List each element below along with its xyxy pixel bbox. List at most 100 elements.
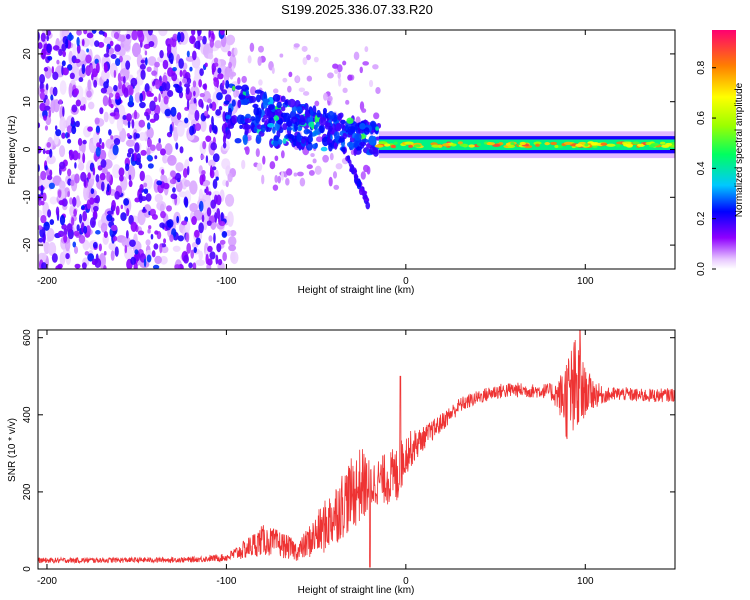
spectrogram-haze-cell [299, 177, 306, 187]
spectrogram-haze-cell [77, 162, 85, 171]
spectrogram-noise-cell [110, 250, 115, 261]
spectrogram-noise-cell [170, 193, 178, 200]
spectrogram-noise-cell [128, 180, 133, 188]
spectrogram-noise-cell [82, 152, 86, 164]
spectrogram-carrier-peak [404, 141, 414, 145]
spectrogram-carrier-peak [431, 144, 441, 148]
spectrogram-noise-cell [99, 138, 102, 145]
spectrogram-noise-cell [210, 101, 217, 112]
spectrogram-haze-cell [310, 153, 315, 158]
spectrogram-noise-cell [41, 262, 47, 269]
spectrogram-noise-cell [217, 73, 224, 80]
spectrogram-noise-cell [44, 125, 49, 131]
spectrogram-haze-cell [302, 91, 310, 96]
spectrogram-noise-cell [85, 54, 92, 64]
spectrogram-noise-cell [83, 225, 88, 234]
spectrogram-transition-cell [372, 147, 378, 153]
spectrogram-noise-cell [150, 233, 154, 240]
spectrogram-noise-cell [130, 256, 137, 266]
spectrogram-noise-cell [222, 251, 227, 262]
spectrogram-transition-cell [303, 128, 310, 135]
spectrogram-noise-cell [38, 42, 43, 50]
spectrogram-haze-cell [200, 119, 207, 133]
spectrogram-noise-cell [218, 220, 226, 227]
spectrogram-noise-cell [190, 249, 195, 259]
spectrogram-noise-cell [176, 215, 180, 224]
spectrogram-haze-cell [280, 171, 284, 181]
spectrogram-haze-cell [230, 251, 239, 265]
spectrogram-haze-cell [312, 158, 317, 164]
spectrogram-noise-cell [146, 122, 151, 130]
spectrogram-noise-cell [182, 168, 188, 179]
spectrogram-noise-cell [52, 45, 60, 51]
spectrogram-carrier-peak [637, 143, 645, 147]
spectrogram-haze-cell [364, 46, 369, 53]
spectrogram-haze-cell [272, 184, 279, 191]
spectrogram-noise-cell [151, 70, 158, 76]
spectrogram-transition-cell [267, 123, 275, 128]
spectrogram-noise-cell [90, 188, 95, 195]
spectrogram-noise-cell [184, 117, 189, 124]
spectrogram-noise-cell [67, 34, 74, 41]
spectrogram-noise-cell [71, 125, 77, 135]
spectrogram-noise-cell [198, 79, 203, 88]
spectrogram-noise-cell [202, 83, 207, 90]
spectrogram-noise-cell [49, 148, 53, 158]
spectrogram-noise-cell [120, 212, 127, 222]
spectrogram-noise-cell [42, 48, 47, 56]
spectrogram-noise-cell [183, 83, 191, 88]
spectrogram-haze-cell [108, 242, 117, 251]
spectrogram-noise-cell [163, 95, 169, 105]
spectrogram-noise-cell [192, 80, 197, 88]
colorbar-label: Normalized spectral amplitude [734, 82, 745, 217]
spectrogram-transition-cell [295, 106, 303, 112]
spectrogram-haze-cell [59, 80, 67, 95]
spectrogram-noise-cell [175, 142, 179, 150]
spectrogram-carrier-peak [442, 143, 450, 147]
spectrogram-noise-cell [45, 83, 49, 91]
spectrogram-noise-cell [78, 213, 83, 224]
spectrogram-haze-cell [375, 87, 381, 94]
spectrogram-tail-cell [340, 147, 346, 153]
spectrogram-noise-cell [125, 113, 132, 122]
spectrogram-haze-cell [285, 178, 290, 186]
spectrogram-noise-cell [109, 112, 116, 117]
spectrogram-noise-cell [38, 237, 44, 243]
spectrogram-haze-cell [159, 203, 165, 213]
spectrogram-transition-cell [273, 115, 279, 122]
spectrogram-transition-cell [346, 117, 354, 124]
snr-y-tick-label: 600 [22, 329, 33, 346]
spectrogram-transition-cell [301, 138, 306, 144]
spectrogram-haze-cell [360, 171, 366, 180]
spectrogram-noise-cell [44, 94, 48, 100]
spectrogram-noise-cell [89, 197, 95, 205]
spectrogram-noise-cell [207, 245, 213, 253]
spectrogram-transition-cell [282, 138, 287, 144]
spectrogram-noise-cell [202, 140, 207, 150]
spectrogram-noise-cell [87, 126, 93, 132]
spectrogram-haze-cell [207, 159, 216, 167]
spectrogram-transition-cell [327, 110, 335, 120]
spectrogram-noise-cell [143, 182, 148, 188]
spectrogram-noise-cell [66, 125, 73, 134]
spectrogram-carrier-peak [535, 143, 540, 147]
spectrogram-noise-cell [49, 219, 55, 225]
spectrogram-noise-cell [147, 228, 151, 234]
spectrogram-tail-cell [361, 190, 366, 197]
spectrogram-noise-cell [140, 149, 147, 156]
spectrogram-noise-cell [39, 81, 44, 91]
spectrogram-transition-cell [296, 132, 302, 143]
spectrogram-haze-cell [316, 136, 323, 143]
spectrogram-transition-cell [299, 114, 305, 120]
spectrogram-noise-cell [126, 208, 130, 217]
spectrogram-haze-cell [258, 45, 264, 53]
spectrogram-noise-cell [106, 78, 110, 85]
spectrogram-noise-cell [89, 217, 96, 229]
spectrogram-noise-cell [46, 30, 51, 36]
spectrogram-haze-cell [247, 55, 252, 64]
spectrogram-noise-cell [177, 235, 184, 242]
spectrogram-noise-cell [78, 77, 84, 83]
spectrogram-noise-cell [113, 84, 118, 92]
spectrogram-noise-cell [212, 153, 220, 163]
